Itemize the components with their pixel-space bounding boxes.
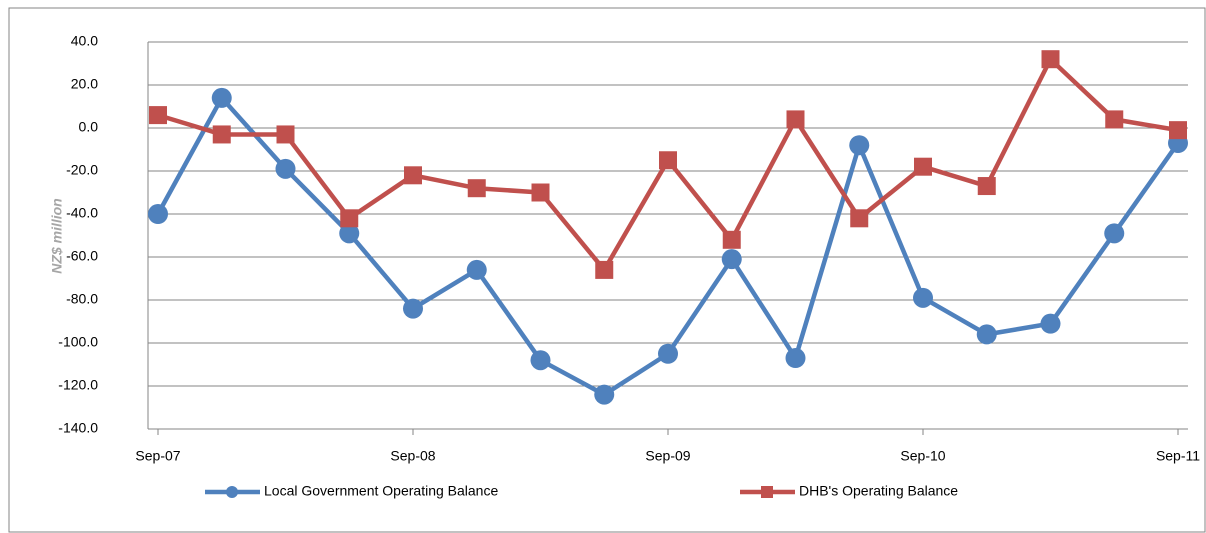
- data-point: [659, 151, 677, 170]
- y-tick-label: -80.0: [66, 291, 98, 307]
- x-tick-label: Sep-07: [135, 448, 180, 464]
- data-point: [340, 209, 359, 228]
- legend-marker: [226, 486, 238, 498]
- data-point: [466, 259, 487, 280]
- data-point: [276, 125, 295, 144]
- data-point: [786, 110, 805, 129]
- data-point: [530, 350, 551, 371]
- data-point: [722, 230, 741, 249]
- y-tick-label: -100.0: [58, 334, 98, 350]
- data-point: [913, 287, 933, 308]
- y-tick-label: -140.0: [58, 420, 98, 436]
- y-tick-label: 0.0: [79, 119, 99, 135]
- data-point: [1169, 121, 1187, 140]
- data-point: [1105, 110, 1124, 129]
- y-tick-label: 20.0: [71, 76, 98, 92]
- data-point: [1104, 223, 1125, 244]
- data-point: [1041, 50, 1060, 69]
- data-point: [977, 177, 996, 196]
- data-point: [976, 324, 997, 345]
- x-tick-label: Sep-10: [900, 448, 945, 464]
- data-point: [211, 87, 232, 108]
- data-point: [594, 384, 615, 405]
- y-tick-label: -120.0: [58, 377, 98, 393]
- data-point: [339, 223, 360, 244]
- data-point: [721, 249, 742, 270]
- y-tick-label: -60.0: [66, 248, 98, 264]
- data-point: [149, 106, 167, 125]
- data-point: [1040, 313, 1061, 334]
- data-point: [658, 343, 678, 364]
- data-point: [914, 157, 932, 176]
- legend-marker: [761, 486, 773, 498]
- y-tick-label: 40.0: [71, 33, 98, 49]
- data-point: [531, 183, 550, 202]
- data-point: [849, 135, 870, 156]
- y-tick-label: -40.0: [66, 205, 98, 221]
- data-point: [403, 298, 423, 319]
- data-point: [850, 209, 869, 228]
- y-axis-title: NZ$ million: [49, 198, 65, 273]
- data-point: [467, 179, 486, 198]
- x-tick-label: Sep-09: [645, 448, 690, 464]
- y-tick-label: -20.0: [66, 162, 98, 178]
- data-point: [148, 204, 168, 224]
- legend-label: DHB's Operating Balance: [799, 483, 958, 499]
- data-point: [275, 158, 296, 179]
- data-point: [785, 348, 806, 369]
- data-point: [595, 260, 614, 279]
- data-point: [404, 166, 422, 185]
- data-point: [212, 125, 231, 144]
- legend-label: Local Government Operating Balance: [264, 483, 498, 499]
- x-tick-label: Sep-11: [1156, 448, 1200, 464]
- x-tick-label: Sep-08: [390, 448, 435, 464]
